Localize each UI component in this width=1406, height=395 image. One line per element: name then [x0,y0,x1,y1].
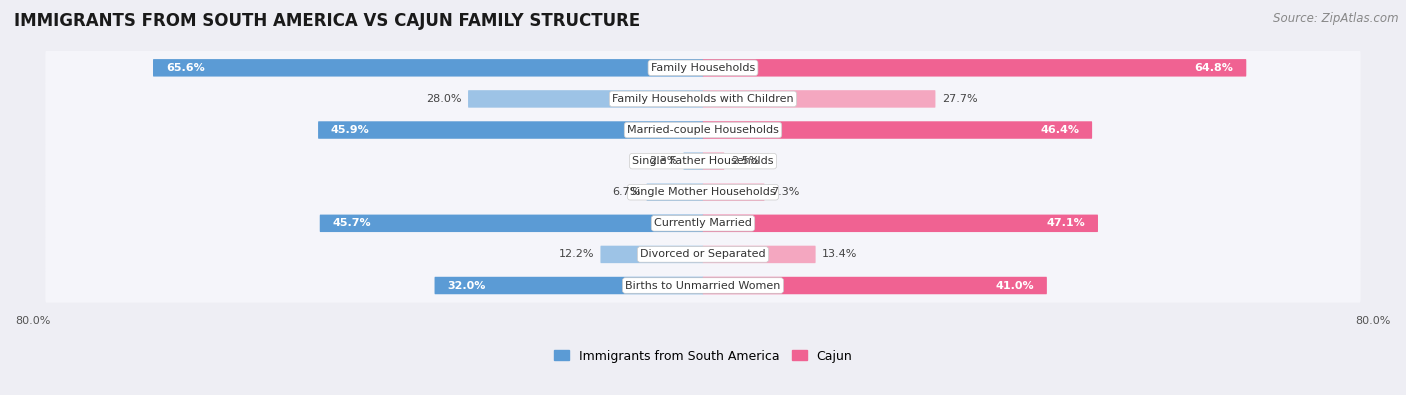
FancyBboxPatch shape [600,246,703,263]
Text: 45.9%: 45.9% [330,125,370,135]
Text: Single Father Households: Single Father Households [633,156,773,166]
FancyBboxPatch shape [703,90,935,108]
Text: 12.2%: 12.2% [558,249,595,260]
Text: 65.6%: 65.6% [166,63,205,73]
FancyBboxPatch shape [647,184,703,201]
Text: Family Households: Family Households [651,63,755,73]
FancyBboxPatch shape [45,175,1361,209]
FancyBboxPatch shape [703,59,1246,77]
FancyBboxPatch shape [703,277,1047,294]
Text: 2.5%: 2.5% [731,156,759,166]
FancyBboxPatch shape [45,144,1361,178]
Text: 46.4%: 46.4% [1040,125,1080,135]
FancyBboxPatch shape [318,121,703,139]
Text: Divorced or Separated: Divorced or Separated [640,249,766,260]
FancyBboxPatch shape [683,152,703,170]
Text: Family Households with Children: Family Households with Children [612,94,794,104]
Text: 2.3%: 2.3% [648,156,678,166]
FancyBboxPatch shape [468,90,703,108]
FancyBboxPatch shape [434,277,703,294]
Text: 45.7%: 45.7% [333,218,371,228]
Text: Married-couple Households: Married-couple Households [627,125,779,135]
Text: 32.0%: 32.0% [447,280,486,290]
FancyBboxPatch shape [45,51,1361,85]
Text: 27.7%: 27.7% [942,94,977,104]
Text: Source: ZipAtlas.com: Source: ZipAtlas.com [1274,12,1399,25]
Text: Births to Unmarried Women: Births to Unmarried Women [626,280,780,290]
FancyBboxPatch shape [45,82,1361,116]
FancyBboxPatch shape [153,59,703,77]
FancyBboxPatch shape [703,214,1098,232]
Text: 47.1%: 47.1% [1046,218,1085,228]
FancyBboxPatch shape [45,113,1361,147]
Text: Currently Married: Currently Married [654,218,752,228]
Text: 6.7%: 6.7% [612,187,640,197]
FancyBboxPatch shape [45,237,1361,271]
Text: Single Mother Households: Single Mother Households [630,187,776,197]
Text: 41.0%: 41.0% [995,280,1033,290]
FancyBboxPatch shape [703,246,815,263]
FancyBboxPatch shape [45,206,1361,241]
Text: 13.4%: 13.4% [823,249,858,260]
FancyBboxPatch shape [45,269,1361,303]
Text: 28.0%: 28.0% [426,94,461,104]
Text: 64.8%: 64.8% [1195,63,1233,73]
FancyBboxPatch shape [319,214,703,232]
Text: IMMIGRANTS FROM SOUTH AMERICA VS CAJUN FAMILY STRUCTURE: IMMIGRANTS FROM SOUTH AMERICA VS CAJUN F… [14,12,640,30]
Legend: Immigrants from South America, Cajun: Immigrants from South America, Cajun [554,350,852,363]
Text: 7.3%: 7.3% [770,187,799,197]
FancyBboxPatch shape [703,152,724,170]
FancyBboxPatch shape [703,184,765,201]
FancyBboxPatch shape [703,121,1092,139]
